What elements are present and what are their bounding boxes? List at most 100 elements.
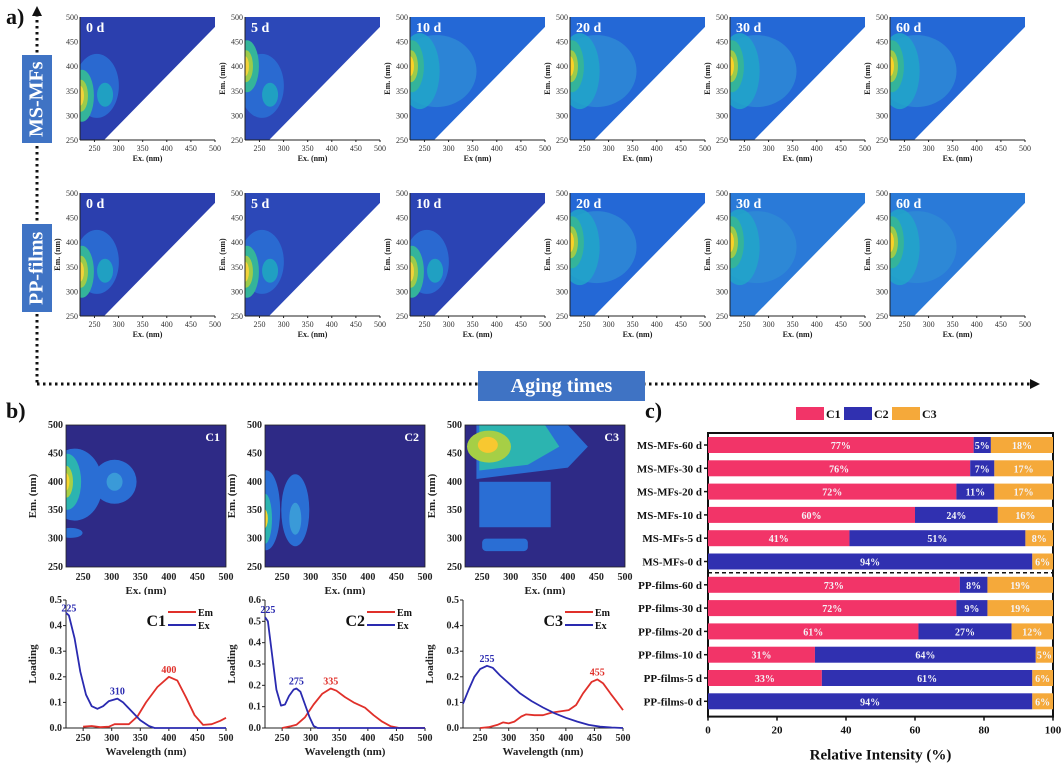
- x-tick-label: 300: [113, 144, 125, 153]
- x-tick-label: 450: [350, 320, 362, 329]
- bar-value-label: 17%: [1014, 488, 1034, 499]
- x-tick-label: 450: [995, 144, 1007, 153]
- x-axis-label: Ex. (nm): [623, 330, 653, 339]
- y-tick-label: 400: [231, 62, 243, 71]
- bar-segment-c1: [708, 530, 850, 547]
- y-axis-label: Loading: [226, 644, 238, 684]
- legend-label: Ex: [397, 621, 409, 632]
- x-tick-label: 450: [185, 144, 197, 153]
- y-tick-label: 450: [556, 214, 568, 223]
- bar-value-label: 16%: [1015, 511, 1035, 522]
- y-tick-label: 400: [66, 62, 78, 71]
- y-tick-label: 250: [396, 136, 408, 145]
- series-line-em: [480, 678, 624, 729]
- chart-title: C3: [543, 613, 563, 630]
- x-tick-label: 350: [467, 320, 479, 329]
- x-tick-label: 350: [302, 144, 314, 153]
- x-tick-label: 0: [705, 725, 711, 737]
- x-tick-label: 500: [699, 320, 711, 329]
- x-tick-label: 300: [503, 572, 518, 583]
- y-tick-label: 350: [231, 87, 243, 96]
- bar-value-label: 9%: [964, 604, 979, 615]
- x-tick-label: 250: [275, 572, 290, 583]
- x-axis-label: Wavelength (nm): [106, 746, 187, 758]
- x-tick-label: 500: [219, 572, 234, 583]
- y-tick-label: 0.3: [50, 646, 63, 657]
- y-tick-label: 400: [447, 477, 462, 488]
- bar-value-label: 64%: [915, 651, 935, 662]
- x-tick-label: 500: [859, 144, 871, 153]
- x-tick-label: 350: [627, 144, 639, 153]
- bar-value-label: 94%: [860, 697, 880, 708]
- bar-segment-c3: [994, 483, 1053, 500]
- bar-value-label: 61%: [917, 674, 937, 685]
- eem-panel-ms-mfs-30d: 250 300 350 400 450 500 250 300 350 400 450 500 Ex. …: [703, 13, 871, 163]
- x-axis-label: Ex. (nm): [943, 330, 973, 339]
- contour-peak: [80, 261, 84, 282]
- y-tick-label: 0.2: [447, 672, 460, 683]
- y-tick-label: 300: [247, 534, 262, 545]
- x-tick-label: 450: [190, 572, 205, 583]
- x-tick-label: 60: [910, 725, 922, 737]
- bar-segment-c3: [1032, 553, 1053, 570]
- x-tick-label: 500: [374, 320, 386, 329]
- x-tick-label: 450: [350, 144, 362, 153]
- x-tick-label: 500: [418, 733, 433, 744]
- x-tick-label: 400: [811, 144, 823, 153]
- y-tick-label: 500: [66, 13, 78, 22]
- x-tick-label: 300: [113, 320, 125, 329]
- y-tick-label: 250: [48, 562, 63, 573]
- y-tick-label: 300: [716, 287, 728, 296]
- y-tick-label: 0.1: [249, 702, 262, 713]
- y-tick-label: 250: [556, 312, 568, 321]
- bar-segment-c1: [708, 506, 915, 523]
- category-label: MS-MFs-20 d: [637, 487, 702, 499]
- y-axis-label: Em. (nm): [703, 62, 712, 95]
- y-tick-label: 350: [556, 87, 568, 96]
- x-tick-label: 40: [841, 725, 853, 737]
- peak-label: 455: [590, 667, 605, 678]
- eem-panel-ms-mfs-20d: 250 300 350 400 450 500 250 300 350 400 450 500 Ex. …: [543, 13, 711, 163]
- y-tick-label: 350: [556, 263, 568, 272]
- y-tick-label: 500: [396, 13, 408, 22]
- bar-row: 60% 24% 16% MS-MFs-10 d: [637, 506, 1053, 523]
- y-tick-label: 300: [396, 287, 408, 296]
- day-label: 30 d: [736, 21, 762, 36]
- bar-row: 72% 9% 19% PP-films-30 d: [638, 600, 1053, 617]
- x-tick-label: 450: [190, 733, 205, 744]
- bar-value-label: 24%: [946, 511, 966, 522]
- x-tick-label: 250: [578, 320, 590, 329]
- x-tick-label: 350: [947, 320, 959, 329]
- contour-level: [289, 502, 302, 535]
- legend-label: C2: [874, 407, 889, 421]
- y-tick-label: 450: [66, 214, 78, 223]
- x-tick-label: 450: [587, 733, 602, 744]
- y-tick-label: 250: [231, 136, 243, 145]
- x-tick-label: 350: [332, 572, 347, 583]
- y-tick-label: 250: [247, 562, 262, 573]
- x-tick-label: 350: [627, 320, 639, 329]
- y-axis-label: Em. (nm): [383, 238, 392, 271]
- y-tick-label: 0.5: [50, 595, 63, 606]
- y-tick-label: 450: [556, 38, 568, 47]
- eem-panel-pp-films-5d: 250 300 350 400 450 500 250 300 350 400 450 500 Ex. …: [218, 189, 386, 339]
- panel-label-a: a): [6, 4, 25, 29]
- x-axis-label: Ex. (nm): [463, 330, 493, 339]
- x-tick-label: 450: [675, 144, 687, 153]
- component-map-c3: 250 300 350 400 450 500 250 300 350 400 450 500 Ex. …: [426, 420, 633, 595]
- y-tick-label: 350: [876, 87, 888, 96]
- contour-peak: [890, 56, 894, 77]
- peak-label: 225: [61, 603, 76, 614]
- bar-value-label: 27%: [955, 627, 975, 638]
- contour-level: [262, 82, 279, 107]
- x-tick-label: 350: [133, 733, 148, 744]
- x-tick-label: 450: [515, 320, 527, 329]
- y-axis-label: Em. (nm): [27, 473, 39, 518]
- x-axis-label: Wavelength (nm): [503, 746, 584, 758]
- x-tick-label: 250: [418, 320, 430, 329]
- x-tick-label: 250: [418, 144, 430, 153]
- x-tick-label: 500: [209, 320, 221, 329]
- y-tick-label: 300: [48, 534, 63, 545]
- y-tick-label: 300: [231, 111, 243, 120]
- contour-level: [427, 258, 444, 283]
